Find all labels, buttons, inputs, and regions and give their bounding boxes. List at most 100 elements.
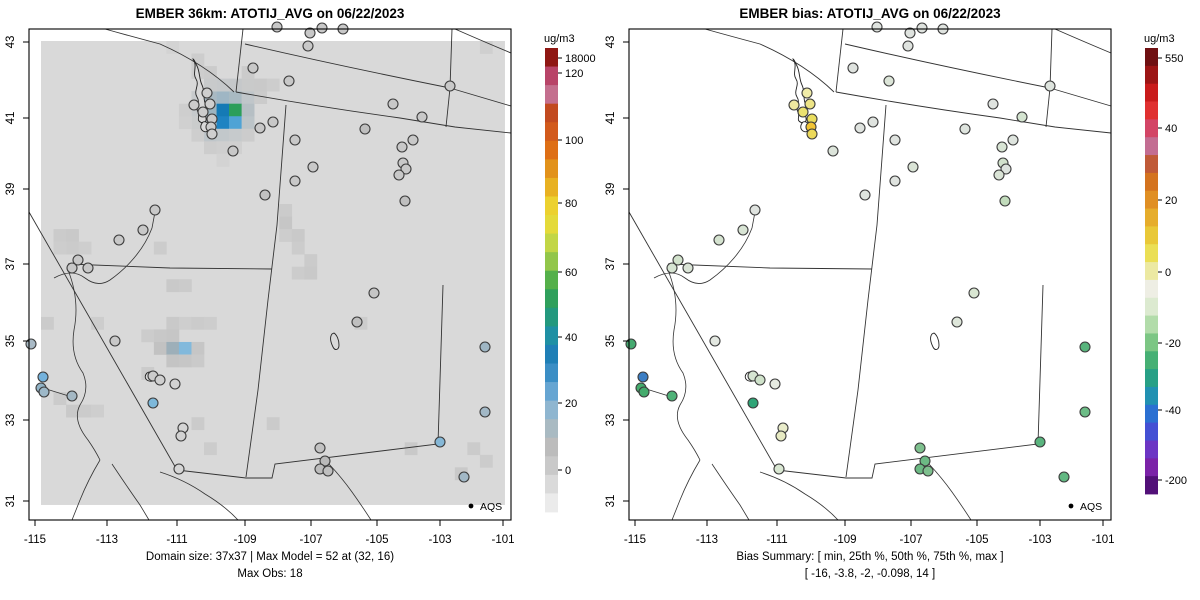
raster-cell bbox=[229, 128, 242, 142]
raster-cell bbox=[216, 91, 230, 104]
colorbar-segment bbox=[1145, 65, 1158, 85]
colorbar-segment bbox=[545, 177, 558, 197]
right-caption-line2: [ -16, -3.8, -2, -0.098, 14 ] bbox=[804, 568, 936, 580]
raster-cell bbox=[304, 254, 318, 268]
aqs-monitor-point bbox=[709, 335, 721, 347]
colorbar-segment bbox=[545, 437, 558, 457]
state-border-line bbox=[776, 284, 1044, 479]
aqs-monitor-point bbox=[788, 99, 800, 111]
aqs-monitor-point bbox=[314, 442, 326, 454]
colorbar-segment bbox=[1145, 315, 1158, 334]
colorbar-tick-label: 40 bbox=[1165, 123, 1177, 135]
y-axis-tick-label: 37 bbox=[605, 258, 617, 271]
colorbar-segment bbox=[545, 382, 558, 402]
aqs-monitor-point bbox=[1079, 406, 1091, 418]
aqs-monitor-point bbox=[968, 287, 980, 299]
colorbar-tick-label: 18000 bbox=[565, 53, 596, 65]
colorbar-segment bbox=[1145, 83, 1158, 102]
aqs-monitor-point bbox=[775, 430, 787, 442]
colorbar-segment bbox=[545, 196, 558, 216]
colorbar-segment bbox=[545, 289, 558, 309]
y-axis-tick-label: 35 bbox=[605, 335, 617, 348]
state-border-line bbox=[704, 28, 835, 93]
aqs-monitor-point bbox=[1044, 80, 1056, 92]
state-border-line bbox=[1045, 28, 1053, 128]
aqs-monitor-point bbox=[396, 141, 408, 153]
river-coast-line bbox=[711, 463, 750, 521]
raster-cell bbox=[78, 404, 92, 418]
raster-cell bbox=[66, 241, 79, 255]
colorbar-segment bbox=[1145, 101, 1158, 120]
lake-outline bbox=[330, 332, 340, 350]
raster-cell bbox=[229, 103, 242, 117]
aqs-monitor-point bbox=[637, 371, 649, 383]
raster-cell bbox=[229, 78, 242, 92]
plot-box bbox=[628, 28, 1112, 521]
aqs-monitor-point bbox=[175, 430, 187, 442]
colorbar-segment bbox=[1145, 386, 1158, 406]
state-border-line bbox=[176, 284, 444, 479]
colorbar-segment bbox=[545, 122, 558, 142]
raster-cell bbox=[178, 316, 192, 330]
state-border-line bbox=[835, 28, 844, 93]
aqs-monitor-point bbox=[444, 80, 456, 92]
state-border-line bbox=[67, 263, 273, 270]
colorbar-segment bbox=[545, 419, 558, 439]
aqs-monitor-point bbox=[188, 99, 200, 111]
aqs-monitor-point bbox=[737, 224, 749, 236]
state-border-line bbox=[454, 28, 512, 54]
y-axis-tick-label: 31 bbox=[605, 495, 617, 508]
colorbar-segment bbox=[545, 159, 558, 179]
raster-cell bbox=[166, 279, 180, 293]
x-axis-tick-label: -101 bbox=[1091, 534, 1114, 546]
raster-cell bbox=[216, 78, 230, 92]
raster-cell bbox=[66, 404, 79, 418]
raster-cell bbox=[279, 204, 293, 217]
x-axis-tick-label: -103 bbox=[1028, 534, 1051, 546]
aqs-monitor-point bbox=[666, 262, 678, 274]
colorbar-segment bbox=[545, 400, 558, 420]
raster-cell bbox=[53, 392, 67, 405]
raster-cell bbox=[166, 316, 180, 330]
aqs-monitor-point bbox=[883, 75, 895, 87]
state-border-line bbox=[28, 211, 178, 471]
aqs-monitor-point bbox=[769, 378, 781, 390]
aqs-monitor-point bbox=[400, 163, 412, 175]
right-caption-line1: Bias Summary: [ min, 25th %, 50th %, 75t… bbox=[736, 551, 1004, 563]
colorbar-segment bbox=[545, 140, 558, 160]
colorbar-tick-label: -40 bbox=[1165, 405, 1181, 417]
aqs-monitor-point bbox=[359, 123, 371, 135]
aqs-monitor-point bbox=[867, 116, 879, 128]
state-border-line bbox=[104, 28, 235, 93]
state-border-line bbox=[628, 211, 778, 471]
raster-cell bbox=[153, 241, 167, 255]
y-axis-tick-label: 35 bbox=[5, 335, 17, 348]
right-colorbar-unit: ug/m3 bbox=[1144, 33, 1175, 45]
raster-cell bbox=[204, 141, 217, 155]
aqs-monitor-point bbox=[922, 465, 934, 477]
river-coast-line bbox=[159, 471, 239, 521]
aqs-monitor-point bbox=[206, 128, 218, 140]
colorbar-segment bbox=[1145, 172, 1158, 192]
raster-cell bbox=[216, 141, 230, 155]
aqs-monitor-point bbox=[322, 465, 334, 477]
aqs-monitor-point bbox=[37, 371, 49, 383]
colorbar-segment bbox=[1145, 208, 1158, 227]
raster-cell bbox=[53, 241, 67, 255]
state-border-line bbox=[1054, 28, 1112, 54]
raster-cell bbox=[254, 91, 268, 104]
aqs-monitor-point bbox=[1058, 471, 1070, 483]
aqs-monitor-point bbox=[479, 341, 491, 353]
raster-cell bbox=[291, 241, 305, 255]
colorbar-segment bbox=[1145, 190, 1158, 209]
aqs-monitor-point bbox=[393, 169, 405, 181]
raster-cell bbox=[153, 329, 167, 343]
aqs-monitor-point bbox=[847, 62, 859, 74]
x-axis-tick-label: -107 bbox=[299, 534, 322, 546]
aqs-monitor-point bbox=[993, 169, 1005, 181]
raster-cell bbox=[204, 442, 217, 456]
river-coast-line bbox=[928, 463, 972, 521]
aqs-monitor-point bbox=[919, 455, 931, 467]
colorbar-segment bbox=[545, 344, 558, 364]
river-coast-line bbox=[328, 463, 372, 521]
